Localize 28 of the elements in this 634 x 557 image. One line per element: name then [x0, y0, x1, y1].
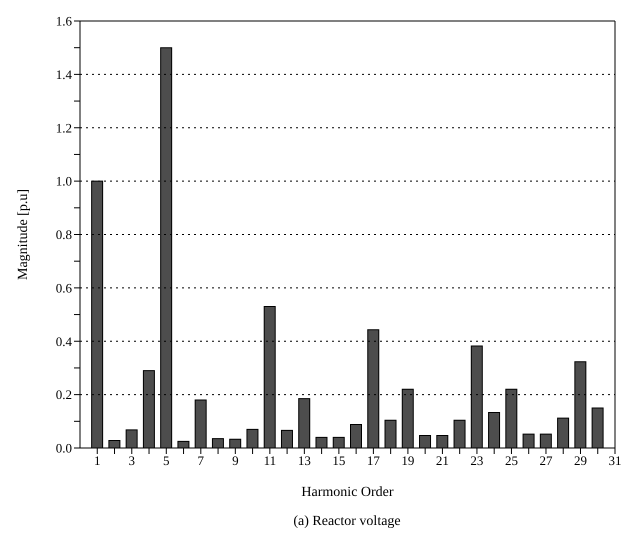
y-tick-label: 0.2 [56, 387, 72, 402]
y-tick-label: 0.6 [56, 280, 72, 296]
x-tick-label: 7 [198, 453, 205, 468]
y-axis-title: Magnitude [p.u] [16, 189, 31, 280]
x-tick-label: 29 [574, 453, 587, 468]
x-tick-label: 21 [436, 453, 449, 468]
x-tick-label: 3 [128, 453, 136, 468]
y-tick-label: 1.0 [56, 174, 72, 189]
x-tick-label: 17 [366, 453, 380, 468]
text: (a) Reactor voltage [292, 514, 402, 530]
x-tick-label: 23 [470, 453, 484, 468]
y-tick-label: 1.2 [56, 120, 72, 136]
x-tick-label: 27 [539, 453, 553, 468]
x-tick-label: 9 [232, 453, 239, 468]
x-tick-label: 1 [94, 453, 101, 468]
x-axis-title: Harmonic Order [301, 485, 394, 500]
x-tick-label: 19 [401, 453, 414, 468]
y-tick-label: 1.4 [56, 66, 72, 82]
y-tick-label: 0.0 [56, 440, 72, 456]
y-tick-label: 0.4 [56, 334, 72, 349]
x-tick-label: 31 [608, 453, 622, 468]
y-tick-label: 0.8 [56, 227, 72, 242]
x-tick-label: 5 [163, 453, 170, 468]
x-tick-label: 15 [332, 453, 346, 468]
x-tick-label: 25 [504, 453, 518, 468]
x-tick-label: 11 [264, 453, 276, 468]
x-tick-label: 13 [298, 453, 311, 468]
y-tick-label: 1.6 [56, 14, 72, 29]
